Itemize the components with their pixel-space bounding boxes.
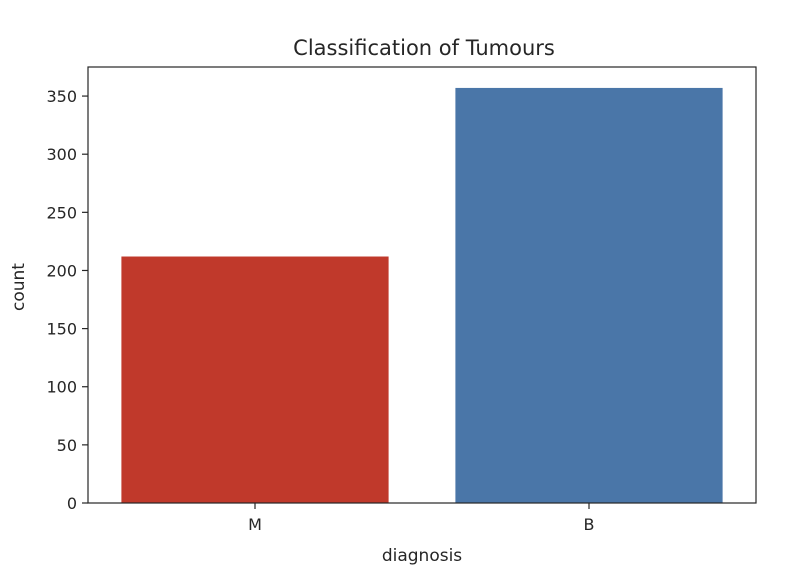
bar-b — [455, 87, 723, 503]
y-tick-label: 250 — [46, 203, 77, 222]
chart-title: Classification of Tumours — [293, 36, 555, 60]
y-axis-label: count — [9, 263, 29, 311]
y-tick-label: 300 — [46, 145, 77, 164]
bar-m — [121, 256, 389, 503]
y-tick-label: 200 — [46, 261, 77, 280]
axes-frame — [87, 66, 757, 504]
y-tick-label: 150 — [46, 320, 77, 339]
y-tick-label: 350 — [46, 87, 77, 106]
x-axis-label: diagnosis — [382, 546, 462, 566]
plot-area: 0 50 100 150 200 250 300 350 M B — [46, 87, 723, 534]
y-tick-label: 100 — [46, 378, 77, 397]
x-tick-label-m: M — [248, 515, 262, 534]
x-tick-label-b: B — [584, 515, 595, 534]
y-tick-label: 0 — [67, 494, 77, 513]
y-tick-label: 50 — [57, 436, 77, 455]
